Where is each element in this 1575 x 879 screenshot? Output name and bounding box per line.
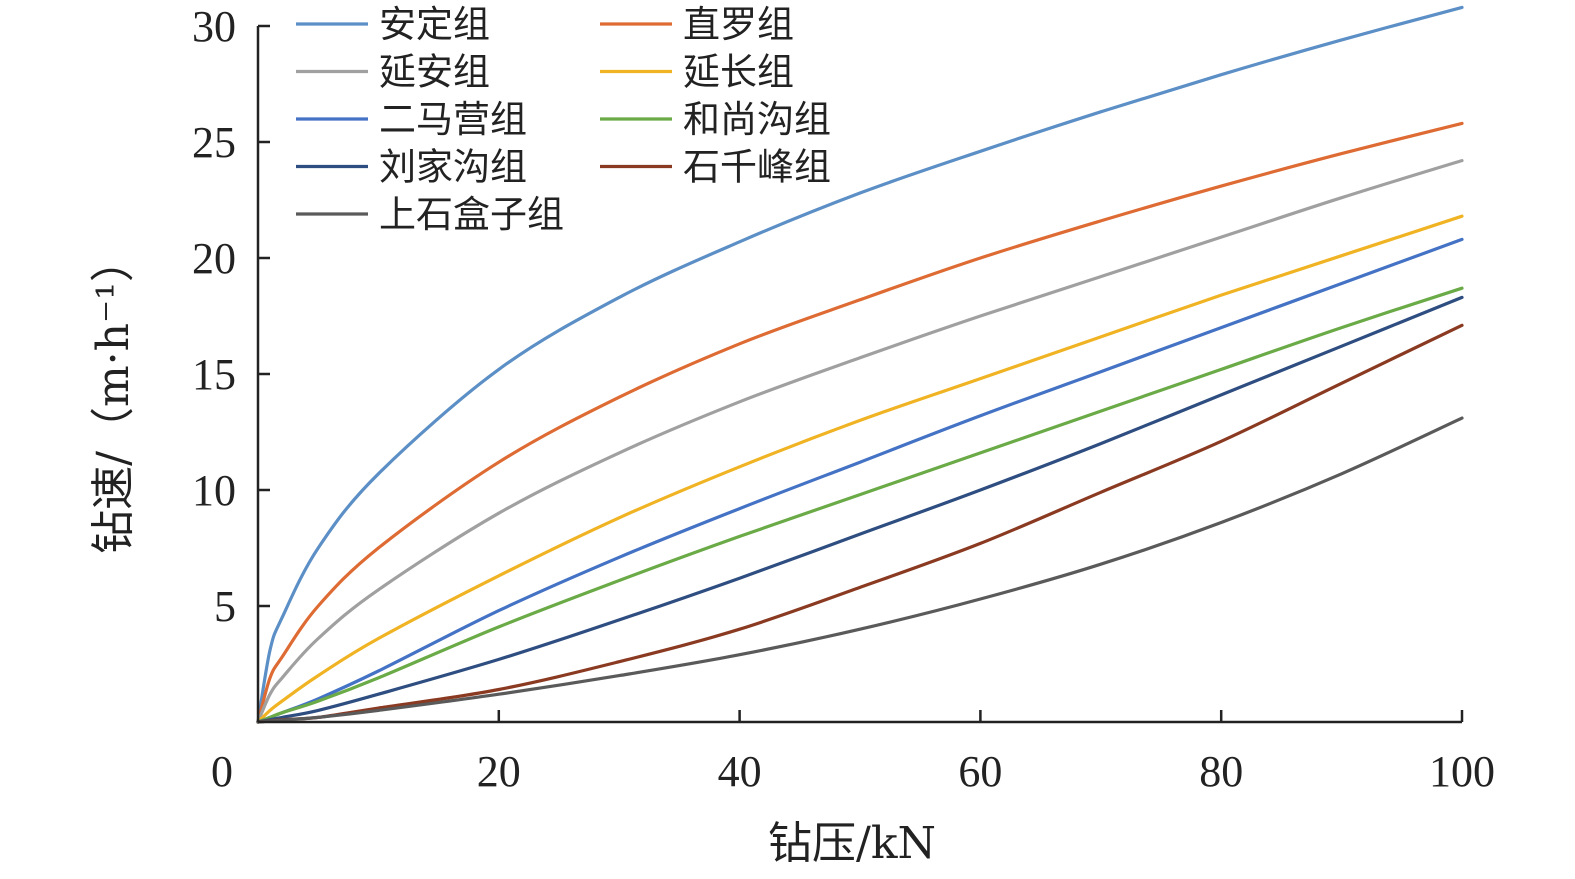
legend-label: 和尚沟组 — [683, 98, 831, 141]
y-tick-label: 5 — [214, 582, 236, 631]
y-tick-label: 30 — [192, 2, 236, 51]
series-line — [256, 295, 1464, 724]
legend-label: 石千峰组 — [683, 146, 831, 189]
x-tick-label: 100 — [1429, 747, 1495, 796]
series-line — [256, 286, 1464, 724]
y-tick-label: 10 — [192, 466, 236, 515]
series-line — [256, 159, 1464, 724]
y-ticks: 5 10 15 20 25 30 — [192, 2, 270, 631]
x-tick-label: 80 — [1199, 747, 1243, 796]
x-tick-label: 60 — [958, 747, 1002, 796]
x-axis-title: 钻压/kN — [768, 818, 936, 869]
y-tick-label: 20 — [192, 234, 236, 283]
x-tick-label: 40 — [718, 747, 762, 796]
series-line — [256, 121, 1464, 724]
series-line — [256, 416, 1464, 724]
x-ticks: 0 20 40 60 80 100 — [211, 710, 1495, 796]
legend-label: 直罗组 — [683, 3, 794, 46]
x-tick-label: 20 — [477, 747, 521, 796]
y-axis-title: 钻速/（m·h⁻¹） — [88, 238, 139, 554]
series-line — [256, 323, 1464, 724]
plot-lines — [256, 5, 1464, 724]
series-line — [256, 5, 1464, 724]
series-line — [256, 237, 1464, 724]
series-line — [256, 214, 1464, 724]
legend-label: 延长组 — [683, 51, 794, 94]
x-tick-label: 0 — [211, 747, 233, 796]
y-tick-label: 15 — [192, 350, 236, 399]
legend-label: 二马营组 — [379, 98, 527, 141]
legend-label: 安定组 — [379, 3, 490, 46]
legend-label: 延安组 — [379, 51, 490, 94]
legend-label: 刘家沟组 — [379, 146, 527, 189]
legend-label: 上石盒子组 — [379, 193, 564, 236]
y-tick-label: 25 — [192, 118, 236, 167]
